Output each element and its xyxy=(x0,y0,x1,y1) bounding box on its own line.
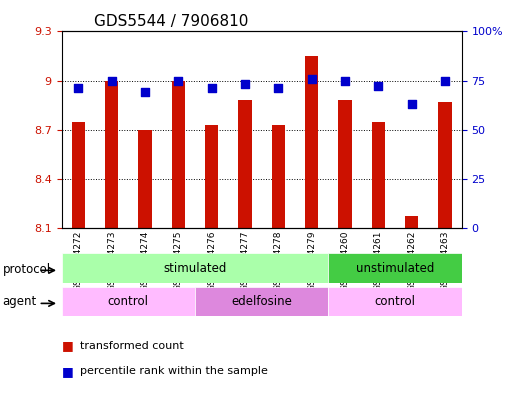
Point xyxy=(207,85,215,92)
FancyBboxPatch shape xyxy=(195,287,328,316)
Point xyxy=(274,85,282,92)
Bar xyxy=(271,125,285,228)
Point xyxy=(74,85,82,92)
Text: control: control xyxy=(108,295,149,308)
FancyBboxPatch shape xyxy=(62,287,195,316)
Text: unstimulated: unstimulated xyxy=(356,262,434,275)
FancyBboxPatch shape xyxy=(328,287,462,316)
Bar xyxy=(338,100,351,228)
Text: agent: agent xyxy=(3,295,37,309)
FancyBboxPatch shape xyxy=(62,253,328,283)
Point xyxy=(141,89,149,95)
Bar xyxy=(371,121,385,228)
Point xyxy=(341,77,349,84)
Text: percentile rank within the sample: percentile rank within the sample xyxy=(80,366,267,376)
Bar xyxy=(438,102,451,228)
Point xyxy=(441,77,449,84)
Text: edelfosine: edelfosine xyxy=(231,295,292,308)
Point xyxy=(407,101,416,107)
Bar xyxy=(71,121,85,228)
Point xyxy=(374,83,382,90)
Text: ■: ■ xyxy=(62,339,73,353)
Text: GDS5544 / 7906810: GDS5544 / 7906810 xyxy=(93,14,248,29)
Bar xyxy=(171,81,185,228)
Point xyxy=(107,77,115,84)
Bar xyxy=(105,81,118,228)
Point xyxy=(174,77,182,84)
Bar xyxy=(305,56,318,228)
Point xyxy=(241,81,249,88)
Bar xyxy=(238,100,251,228)
Text: control: control xyxy=(374,295,416,308)
Text: protocol: protocol xyxy=(3,263,51,276)
Text: stimulated: stimulated xyxy=(163,262,227,275)
Text: transformed count: transformed count xyxy=(80,341,183,351)
Bar xyxy=(205,125,218,228)
Bar xyxy=(405,217,418,228)
Point xyxy=(307,75,315,82)
Text: ■: ■ xyxy=(62,365,73,378)
FancyBboxPatch shape xyxy=(328,253,462,283)
Bar xyxy=(138,130,151,228)
